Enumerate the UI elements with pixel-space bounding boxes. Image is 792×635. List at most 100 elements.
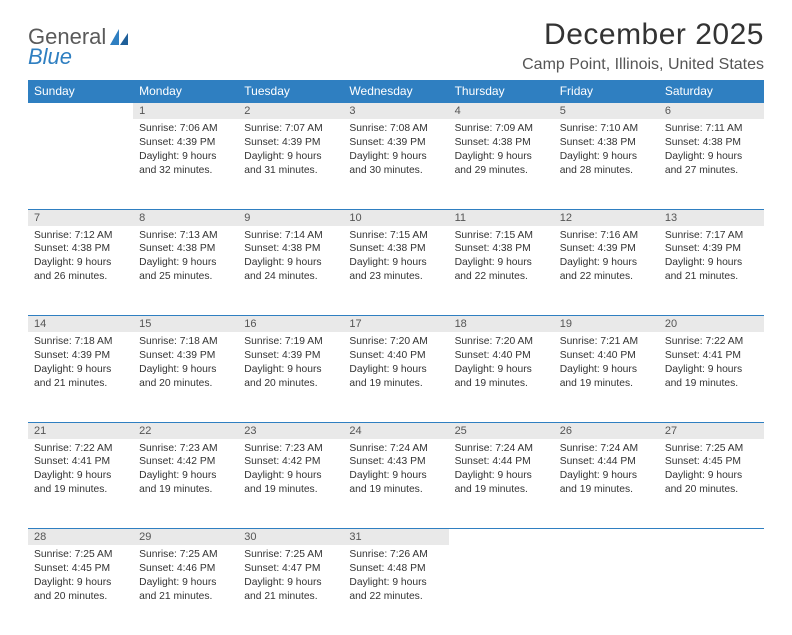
sunset-line: Sunset: 4:38 PM [560,136,653,150]
day-cell-content: Sunrise: 7:13 AMSunset: 4:38 PMDaylight:… [133,226,238,291]
dow-header: Wednesday [343,80,448,103]
daylight-line: Daylight: 9 hours and 24 minutes. [244,256,337,284]
logo-sail-icon [108,27,130,47]
sunset-line: Sunset: 4:45 PM [34,562,127,576]
sunset-line: Sunset: 4:39 PM [139,136,232,150]
daylight-line: Daylight: 9 hours and 19 minutes. [34,469,127,497]
sunset-line: Sunset: 4:38 PM [244,242,337,256]
dow-header: Friday [554,80,659,103]
daylight-line: Daylight: 9 hours and 27 minutes. [665,150,758,178]
day-cell-content: Sunrise: 7:25 AMSunset: 4:45 PMDaylight:… [28,545,133,610]
day-number-cell: 15 [133,316,238,333]
day-cell-content: Sunrise: 7:11 AMSunset: 4:38 PMDaylight:… [659,119,764,184]
sunset-line: Sunset: 4:41 PM [34,455,127,469]
day-cell-content: Sunrise: 7:23 AMSunset: 4:42 PMDaylight:… [133,439,238,504]
week-daynum-row: 21222324252627 [28,422,764,439]
day-cell: Sunrise: 7:16 AMSunset: 4:39 PMDaylight:… [554,226,659,316]
day-cell: Sunrise: 7:25 AMSunset: 4:45 PMDaylight:… [659,439,764,529]
day-number-cell: 3 [343,103,448,120]
daylight-line: Daylight: 9 hours and 32 minutes. [139,150,232,178]
daylight-line: Daylight: 9 hours and 21 minutes. [139,576,232,604]
sunrise-line: Sunrise: 7:14 AM [244,229,337,243]
week-daynum-row: 14151617181920 [28,316,764,333]
sunset-line: Sunset: 4:38 PM [34,242,127,256]
sunrise-line: Sunrise: 7:09 AM [455,122,548,136]
day-cell: Sunrise: 7:23 AMSunset: 4:42 PMDaylight:… [238,439,343,529]
sunset-line: Sunset: 4:45 PM [665,455,758,469]
day-cell: Sunrise: 7:08 AMSunset: 4:39 PMDaylight:… [343,119,448,209]
sunset-line: Sunset: 4:38 PM [139,242,232,256]
header: General December 2025 Camp Point, Illino… [28,18,764,74]
day-number-cell: 14 [28,316,133,333]
day-number-cell [554,529,659,546]
week-content-row: Sunrise: 7:25 AMSunset: 4:45 PMDaylight:… [28,545,764,635]
day-cell: Sunrise: 7:26 AMSunset: 4:48 PMDaylight:… [343,545,448,635]
sunrise-line: Sunrise: 7:13 AM [139,229,232,243]
day-cell-content: Sunrise: 7:15 AMSunset: 4:38 PMDaylight:… [343,226,448,291]
day-cell-content: Sunrise: 7:26 AMSunset: 4:48 PMDaylight:… [343,545,448,610]
day-number-cell: 2 [238,103,343,120]
day-of-week-header-row: SundayMondayTuesdayWednesdayThursdayFrid… [28,80,764,103]
sunrise-line: Sunrise: 7:25 AM [139,548,232,562]
day-cell-content: Sunrise: 7:25 AMSunset: 4:47 PMDaylight:… [238,545,343,610]
sunset-line: Sunset: 4:40 PM [455,349,548,363]
sunrise-line: Sunrise: 7:24 AM [455,442,548,456]
day-number-cell [28,103,133,120]
sunrise-line: Sunrise: 7:24 AM [349,442,442,456]
day-cell: Sunrise: 7:19 AMSunset: 4:39 PMDaylight:… [238,332,343,422]
sunrise-line: Sunrise: 7:25 AM [34,548,127,562]
sunrise-line: Sunrise: 7:07 AM [244,122,337,136]
day-cell: Sunrise: 7:25 AMSunset: 4:46 PMDaylight:… [133,545,238,635]
daylight-line: Daylight: 9 hours and 23 minutes. [349,256,442,284]
day-cell: Sunrise: 7:17 AMSunset: 4:39 PMDaylight:… [659,226,764,316]
daylight-line: Daylight: 9 hours and 22 minutes. [349,576,442,604]
day-number-cell: 4 [449,103,554,120]
sunrise-line: Sunrise: 7:23 AM [244,442,337,456]
sunset-line: Sunset: 4:48 PM [349,562,442,576]
day-cell-content: Sunrise: 7:23 AMSunset: 4:42 PMDaylight:… [238,439,343,504]
day-number-cell: 10 [343,209,448,226]
calendar-table: SundayMondayTuesdayWednesdayThursdayFrid… [28,80,764,635]
sunrise-line: Sunrise: 7:22 AM [34,442,127,456]
daylight-line: Daylight: 9 hours and 20 minutes. [665,469,758,497]
daylight-line: Daylight: 9 hours and 19 minutes. [244,469,337,497]
sunset-line: Sunset: 4:41 PM [665,349,758,363]
day-number-cell: 28 [28,529,133,546]
day-cell: Sunrise: 7:09 AMSunset: 4:38 PMDaylight:… [449,119,554,209]
day-cell-content: Sunrise: 7:12 AMSunset: 4:38 PMDaylight:… [28,226,133,291]
day-cell [659,545,764,635]
day-cell-content: Sunrise: 7:22 AMSunset: 4:41 PMDaylight:… [659,332,764,397]
dow-header: Tuesday [238,80,343,103]
day-cell-content: Sunrise: 7:25 AMSunset: 4:45 PMDaylight:… [659,439,764,504]
day-cell-content: Sunrise: 7:21 AMSunset: 4:40 PMDaylight:… [554,332,659,397]
sunset-line: Sunset: 4:47 PM [244,562,337,576]
daylight-line: Daylight: 9 hours and 21 minutes. [665,256,758,284]
day-cell: Sunrise: 7:10 AMSunset: 4:38 PMDaylight:… [554,119,659,209]
sunset-line: Sunset: 4:44 PM [560,455,653,469]
day-cell-content: Sunrise: 7:09 AMSunset: 4:38 PMDaylight:… [449,119,554,184]
daylight-line: Daylight: 9 hours and 19 minutes. [665,363,758,391]
dow-header: Monday [133,80,238,103]
day-cell: Sunrise: 7:06 AMSunset: 4:39 PMDaylight:… [133,119,238,209]
sunrise-line: Sunrise: 7:18 AM [139,335,232,349]
day-cell [449,545,554,635]
week-content-row: Sunrise: 7:06 AMSunset: 4:39 PMDaylight:… [28,119,764,209]
sunrise-line: Sunrise: 7:25 AM [244,548,337,562]
day-cell: Sunrise: 7:18 AMSunset: 4:39 PMDaylight:… [28,332,133,422]
day-number-cell: 12 [554,209,659,226]
day-number-cell: 27 [659,422,764,439]
sunset-line: Sunset: 4:40 PM [349,349,442,363]
day-cell-content: Sunrise: 7:07 AMSunset: 4:39 PMDaylight:… [238,119,343,184]
sunrise-line: Sunrise: 7:16 AM [560,229,653,243]
day-cell: Sunrise: 7:22 AMSunset: 4:41 PMDaylight:… [28,439,133,529]
month-title: December 2025 [522,18,764,52]
dow-header: Saturday [659,80,764,103]
sunrise-line: Sunrise: 7:15 AM [349,229,442,243]
day-cell [554,545,659,635]
day-cell: Sunrise: 7:11 AMSunset: 4:38 PMDaylight:… [659,119,764,209]
sunset-line: Sunset: 4:42 PM [139,455,232,469]
day-number-cell: 25 [449,422,554,439]
day-cell: Sunrise: 7:15 AMSunset: 4:38 PMDaylight:… [343,226,448,316]
day-number-cell: 13 [659,209,764,226]
daylight-line: Daylight: 9 hours and 26 minutes. [34,256,127,284]
